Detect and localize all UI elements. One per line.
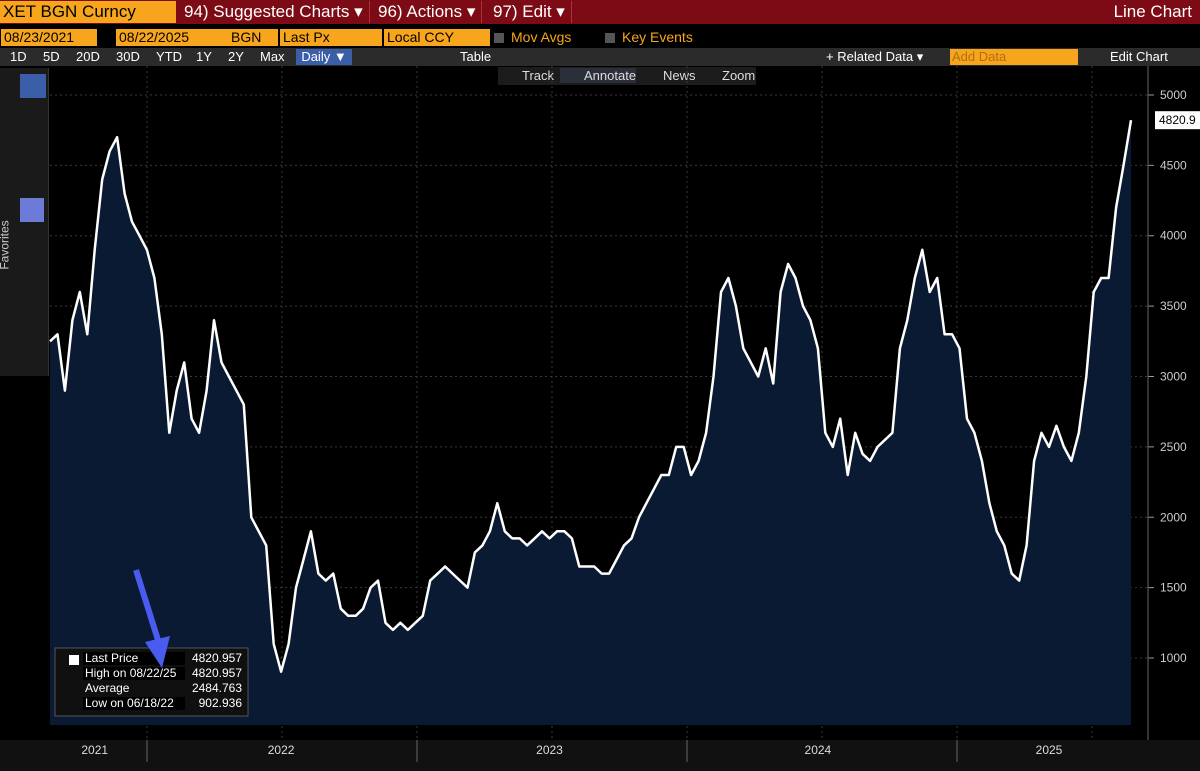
y-tick-label: 1000 — [1160, 651, 1187, 665]
chart-kind: Line Chart — [1113, 2, 1192, 21]
legend-value: 902.936 — [199, 696, 243, 710]
source[interactable]: BGN — [228, 29, 278, 46]
y-tick-label: 2500 — [1160, 440, 1187, 454]
x-tick-label: 2021 — [81, 743, 108, 757]
legend-value: 2484.763 — [192, 681, 242, 695]
legend-label-bg — [83, 697, 185, 710]
legend-label: Average — [85, 681, 130, 695]
period-button[interactable]: 20D — [76, 49, 100, 64]
checkbox[interactable] — [605, 33, 615, 43]
sidebar: Favorites — [0, 68, 49, 376]
period-button[interactable]: 5D — [43, 49, 60, 64]
y-tick-label: 1500 — [1160, 581, 1187, 595]
legend-label-bg — [83, 682, 185, 695]
checkbox[interactable] — [494, 33, 504, 43]
last-tag: 4820.9 — [1159, 113, 1196, 127]
edit-chart[interactable]: Edit Chart — [1110, 49, 1168, 64]
frequency[interactable]: Daily ▼ — [296, 49, 352, 65]
add-data[interactable]: Add Data — [950, 49, 1078, 65]
y-tick-label: 3000 — [1160, 369, 1187, 383]
line — [49, 119, 1133, 673]
x-tick-label: 2023 — [536, 743, 563, 757]
annotation-arrow — [133, 569, 161, 641]
tool[interactable]: Zoom — [722, 68, 756, 83]
legend-label: Low on 06/18/22 — [85, 696, 174, 710]
period-button[interactable]: 30D — [116, 49, 140, 64]
end-date[interactable]: 08/22/2025 — [116, 29, 228, 46]
tool[interactable]: Annotate — [560, 68, 636, 83]
table-button[interactable]: Table — [460, 49, 492, 64]
ticker-field[interactable]: XET BGN Curncy — [0, 1, 176, 23]
period-button[interactable]: Max — [260, 49, 285, 64]
period-button[interactable]: YTD — [156, 49, 182, 64]
period-button[interactable]: 2Y — [228, 49, 244, 64]
chart: 1000 1500 2000 2500 3000 3500 4000 4500 5000 2021… — [0, 66, 1200, 771]
toggle[interactable]: Mov Avgs — [511, 29, 572, 45]
y-tick-label: 4000 — [1160, 229, 1187, 243]
x-tick-label: 2025 — [1036, 743, 1063, 757]
menu[interactable]: 97) Edit ▾ — [487, 1, 572, 23]
period-button[interactable]: 1D — [10, 49, 27, 64]
legend-value: 4820.957 — [192, 651, 242, 665]
field[interactable]: Last Px — [280, 29, 382, 46]
area — [50, 120, 1131, 725]
period-button[interactable]: 1Y — [196, 49, 212, 64]
legend-label: High on 08/22/25 — [85, 666, 177, 680]
y-tick-label: 5000 — [1160, 88, 1187, 102]
y-tick-label: 2000 — [1160, 510, 1187, 524]
title-bar — [0, 0, 1200, 24]
related-data[interactable]: + Related Data ▾ — [826, 49, 924, 64]
y-tick-label: 4500 — [1160, 158, 1187, 172]
x-axis-strip — [0, 740, 1200, 771]
last-tag-box — [1155, 111, 1200, 130]
menu[interactable]: 94) Suggested Charts ▾ — [178, 1, 370, 23]
tool[interactable]: Track — [522, 68, 555, 83]
text-tool[interactable] — [20, 198, 44, 222]
legend-swatch — [69, 655, 79, 665]
menu[interactable]: 96) Actions ▾ — [372, 1, 483, 23]
toggle[interactable]: Key Events — [622, 29, 693, 45]
pointer-tool[interactable] — [20, 74, 46, 98]
legend-label-bg — [83, 667, 185, 680]
start-date[interactable]: 08/23/2021 — [1, 29, 97, 46]
x-tick-label: 2024 — [805, 743, 832, 757]
currency[interactable]: Local CCY — [384, 29, 490, 46]
legend-value: 4820.957 — [192, 666, 242, 680]
y-tick-label: 3500 — [1160, 299, 1187, 313]
annotation-arrowhead — [145, 636, 170, 668]
x-tick-label: 2022 — [268, 743, 295, 757]
legend-label: Last Price — [85, 651, 139, 665]
